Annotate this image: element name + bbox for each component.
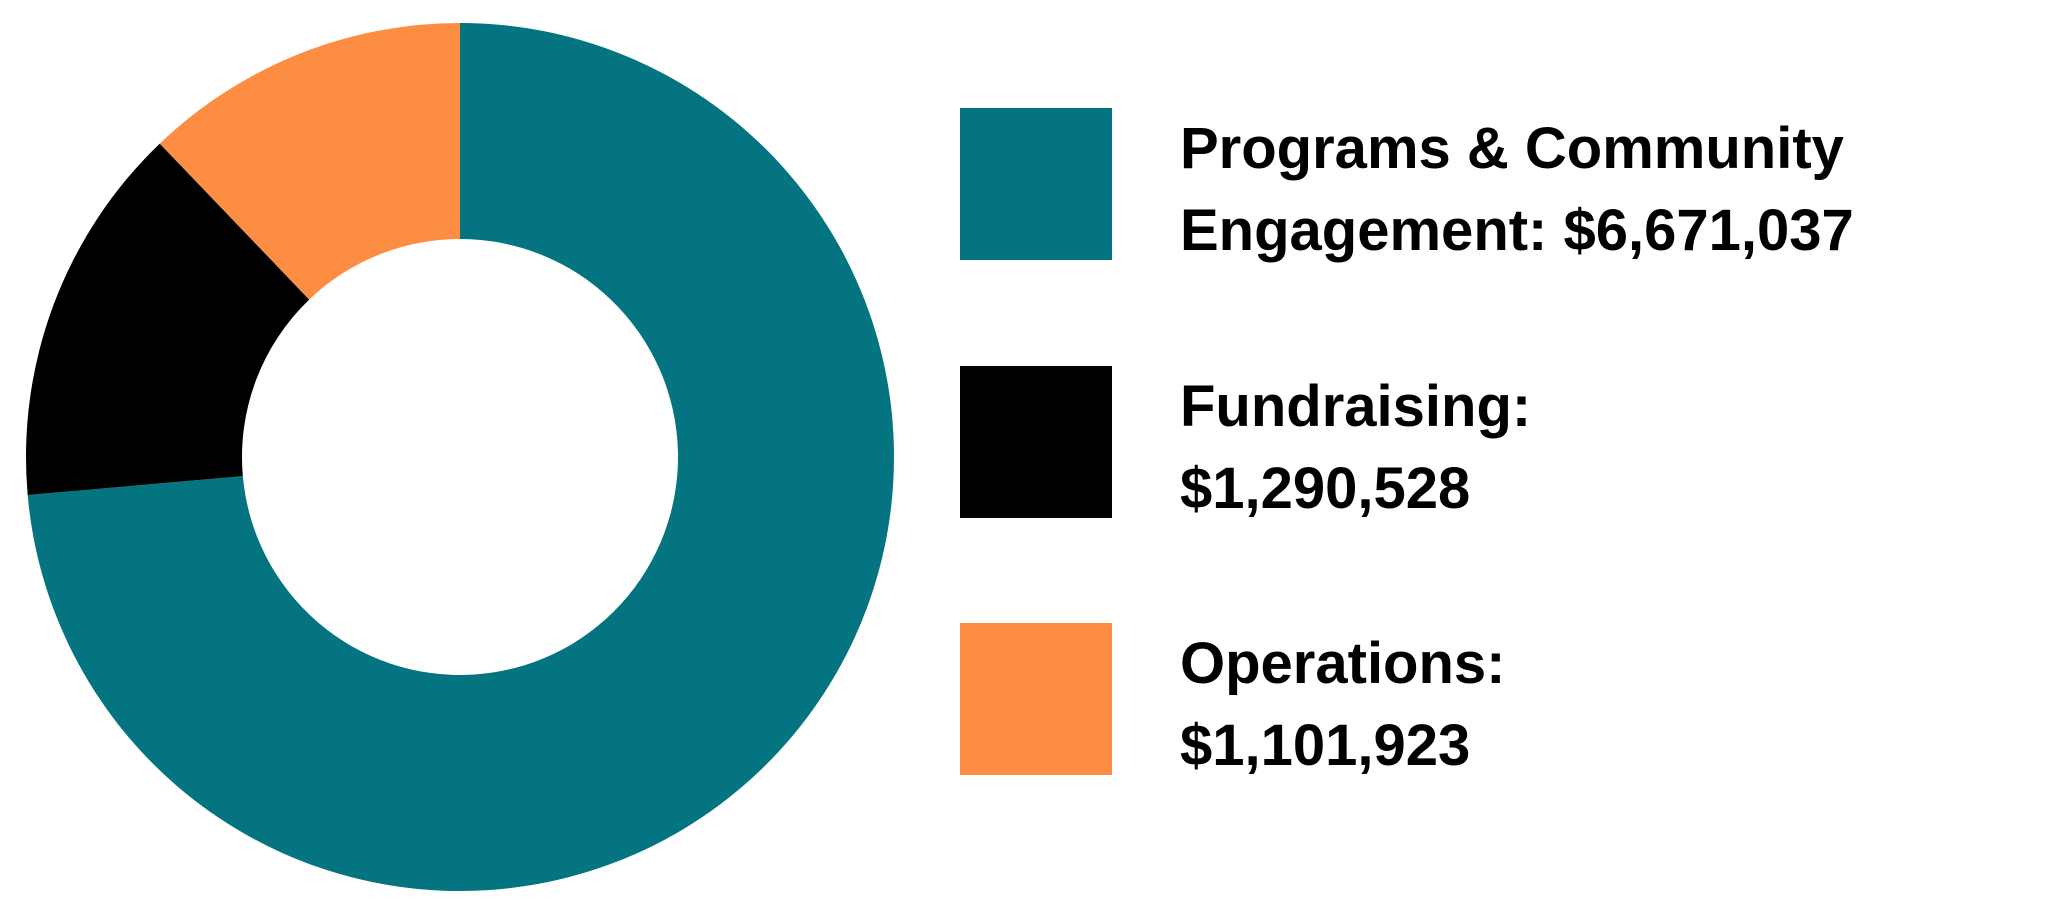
legend-label-fundraising-line1: Fundraising: [1180,374,1532,439]
donut-slice-operations [159,23,460,300]
legend-item-programs: Programs & Community Engagement: $6,671,… [960,108,2020,264]
legend-label-operations-line1: Operations: [1180,631,1506,696]
legend-label-operations: Operations: $1,101,923 [1180,623,2020,787]
legend-item-fundraising: Fundraising: $1,290,528 [960,366,2020,522]
legend-item-operations: Operations: $1,101,923 [960,623,2020,779]
legend-swatch-programs [960,108,1112,260]
legend-label-fundraising-line2: $1,290,528 [1180,456,1471,521]
legend-label-programs-line2: Engagement: $6,671,037 [1180,198,1854,263]
legend-swatch-operations [960,623,1112,775]
donut-slice-fundraising [26,143,310,496]
legend-label-programs-line1: Programs & Community [1180,116,1844,181]
legend-label-programs: Programs & Community Engagement: $6,671,… [1180,108,2020,272]
legend-label-operations-line2: $1,101,923 [1180,713,1471,778]
legend-label-fundraising: Fundraising: $1,290,528 [1180,366,2020,530]
donut-slice-programs [27,23,894,891]
donut-chart [26,23,894,891]
legend-swatch-fundraising [960,366,1112,518]
